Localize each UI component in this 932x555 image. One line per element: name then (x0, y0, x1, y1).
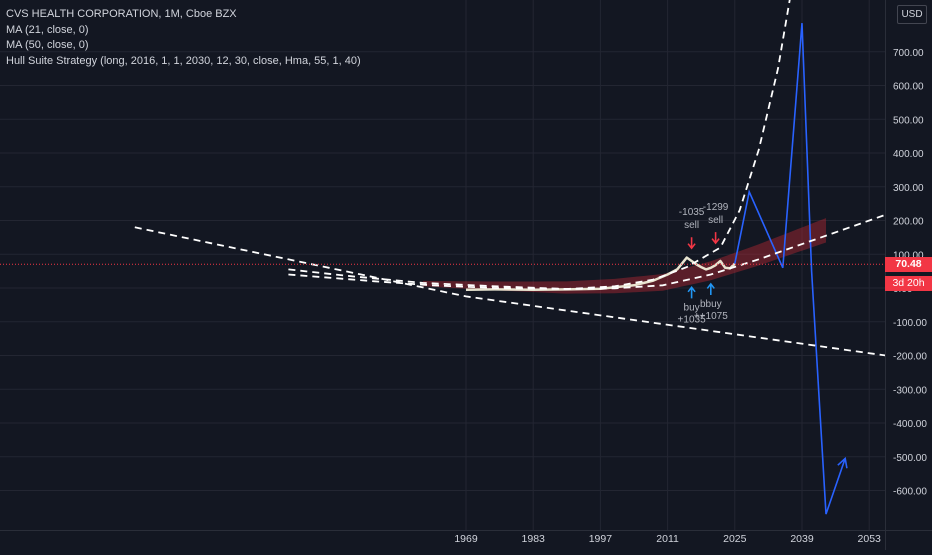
x-tick-label: 1969 (454, 533, 478, 545)
y-tick-label: 300.00 (893, 183, 924, 194)
x-tick-label: 1983 (522, 533, 546, 545)
sell-signal-label: sell (708, 215, 723, 226)
bar-countdown-badge: 3d 20h (885, 276, 932, 291)
series-line-projection-1 (734, 23, 846, 515)
y-tick-label: -300.00 (893, 385, 927, 396)
y-tick-label: -200.00 (893, 352, 927, 363)
buy-signal-label: ++1075 (694, 311, 728, 322)
buy-signal-label: +1035 (678, 314, 707, 325)
chart-legend: CVS HEALTH CORPORATION, 1M, Cboe BZX MA … (6, 7, 361, 69)
y-tick-label: 700.00 (893, 48, 924, 59)
sell-signal-label: -1299 (703, 202, 729, 213)
series-line-dashed-curve-2 (288, 0, 791, 290)
y-tick-label: 100.00 (893, 250, 924, 261)
legend-hull-suite[interactable]: Hull Suite Strategy (long, 2016, 1, 1, 2… (6, 54, 361, 67)
y-tick-label: 500.00 (893, 115, 924, 126)
y-tick-label: -500.00 (893, 453, 927, 464)
projection-arrowhead (837, 456, 848, 469)
x-tick-label: 2053 (858, 533, 882, 545)
series-line-dashed-curve-3 (288, 214, 885, 290)
sell-signal-label: -1035 (679, 207, 705, 218)
y-tick-label: -100.00 (893, 318, 927, 329)
x-tick-label: 2039 (790, 533, 814, 545)
y-tick-label: 200.00 (893, 217, 924, 228)
legend-symbol[interactable]: CVS HEALTH CORPORATION, 1M, Cboe BZX (6, 8, 237, 20)
last-price-badge: 70.48 (885, 257, 932, 272)
sell-signal-arrow (711, 232, 720, 245)
legend-ma50[interactable]: MA (50, close, 0) (6, 39, 89, 51)
legend-ma21[interactable]: MA (21, close, 0) (6, 23, 89, 36)
sell-signal-label: sell (684, 220, 699, 231)
x-tick-label: 1997 (589, 533, 613, 545)
buy-signal-label: buy (684, 302, 700, 313)
series-line-dashed-line-4 (134, 226, 885, 357)
hull-suite-band (422, 218, 826, 294)
sell-signal-arrow (687, 237, 696, 250)
y-tick-label: -600.00 (893, 487, 927, 498)
currency-selector[interactable]: USD (897, 5, 927, 24)
buy-signal-label: bbuy (700, 299, 722, 310)
y-tick-label: -400.00 (893, 419, 927, 430)
buy-signal-arrow (687, 286, 696, 299)
y-tick-label: 600.00 (893, 82, 924, 93)
x-tick-label: 2011 (656, 533, 679, 545)
y-tick-label: 400.00 (893, 149, 924, 160)
buy-signal-arrow (706, 282, 715, 295)
x-tick-label: 2025 (723, 533, 747, 545)
